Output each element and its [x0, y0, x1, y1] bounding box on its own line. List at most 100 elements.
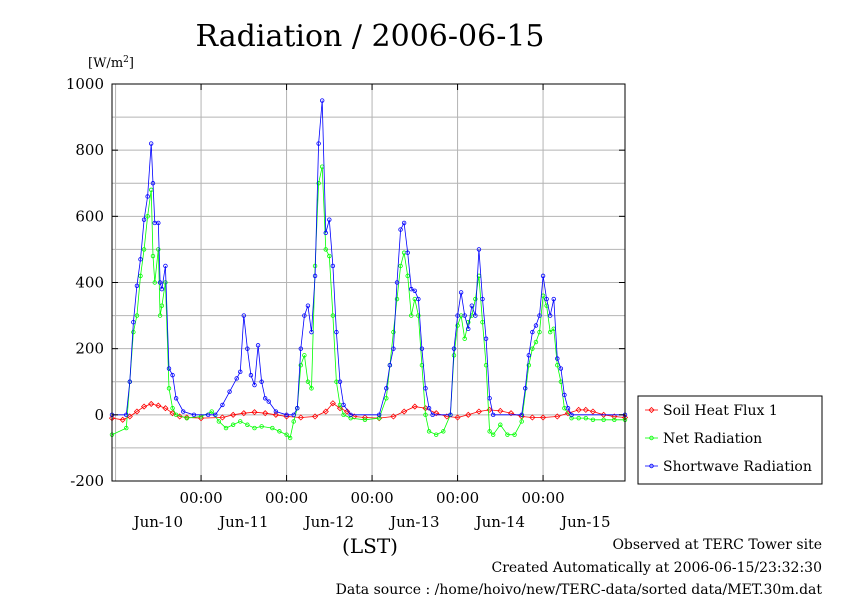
- data-point: [576, 415, 581, 421]
- data-point: [148, 141, 154, 146]
- data-point: [284, 432, 289, 437]
- data-point: [590, 417, 596, 422]
- data-point: [259, 424, 264, 429]
- data-point: [455, 323, 460, 328]
- data-point: [483, 336, 489, 341]
- data-point: [466, 326, 471, 332]
- data-point: [384, 396, 389, 401]
- data-point: [223, 425, 229, 431]
- data-point: [455, 313, 460, 318]
- data-point: [401, 220, 407, 226]
- data-point: [152, 280, 157, 285]
- data-point: [426, 406, 432, 411]
- data-point: [537, 329, 542, 335]
- data-point: [391, 346, 396, 351]
- data-point: [649, 463, 654, 469]
- data-point: [163, 280, 168, 285]
- y-tick-label: 600: [75, 207, 104, 225]
- data-point: [141, 247, 147, 252]
- data-point: [213, 412, 218, 418]
- data-point: [305, 303, 311, 308]
- data-point: [141, 217, 147, 222]
- data-point: [405, 250, 410, 255]
- legend-item: Soil Heat Flux 1: [645, 403, 778, 419]
- data-point: [170, 372, 175, 378]
- data-point: [462, 313, 467, 318]
- data-point: [238, 419, 243, 424]
- data-point: [170, 406, 175, 411]
- y-tick-label: 800: [75, 141, 104, 159]
- data-point: [220, 402, 225, 408]
- data-point: [133, 408, 141, 415]
- data-point: [138, 257, 143, 262]
- footer-created: Created Automatically at 2006-06-15/23:3…: [491, 560, 822, 576]
- data-point: [337, 379, 343, 384]
- data-point: [255, 343, 261, 348]
- data-point: [540, 273, 546, 279]
- data-point: [433, 432, 439, 437]
- legend-item: Net Radiation: [645, 431, 762, 447]
- data-point: [209, 409, 214, 414]
- data-point: [473, 296, 478, 302]
- legend-label: Soil Heat Flux 1: [663, 403, 778, 419]
- data-point: [530, 329, 535, 335]
- series-soil-heat-flux-1: [108, 400, 629, 423]
- data-point: [451, 346, 457, 351]
- data-point: [273, 409, 279, 414]
- data-point: [173, 396, 179, 401]
- data-point: [334, 329, 339, 335]
- data-point: [150, 253, 156, 259]
- data-point: [219, 414, 226, 421]
- data-point: [600, 411, 607, 418]
- data-point: [487, 396, 492, 401]
- data-point: [234, 376, 239, 381]
- data-point: [547, 313, 553, 318]
- data-point: [131, 329, 136, 335]
- data-point: [473, 313, 478, 318]
- data-point: [362, 417, 368, 422]
- data-point: [330, 313, 336, 318]
- data-point: [564, 410, 572, 417]
- data-point: [155, 402, 162, 409]
- data-point: [311, 413, 319, 420]
- data-point: [533, 323, 539, 328]
- data-point: [262, 396, 268, 401]
- data-point: [173, 412, 179, 418]
- data-point: [140, 403, 148, 410]
- data-point: [475, 408, 483, 415]
- data-point: [252, 382, 257, 388]
- data-point: [272, 411, 279, 418]
- data-point: [533, 339, 539, 345]
- data-point: [480, 296, 485, 302]
- data-point: [490, 432, 496, 437]
- x-time-label: 00:00: [179, 489, 222, 507]
- data-point: [329, 400, 336, 407]
- data-point: [555, 356, 560, 361]
- data-point: [316, 141, 321, 146]
- data-point: [238, 369, 243, 375]
- series-net-radiation: [109, 164, 628, 441]
- data-point: [551, 296, 556, 302]
- data-point: [487, 429, 492, 434]
- data-point: [412, 288, 418, 293]
- data-point: [230, 422, 236, 427]
- data-point: [277, 429, 282, 434]
- data-point: [554, 413, 561, 420]
- data-point: [426, 429, 432, 434]
- data-point: [284, 412, 289, 418]
- data-point: [433, 410, 440, 417]
- data-point: [390, 413, 397, 420]
- data-point: [498, 422, 503, 427]
- legend-label: Net Radiation: [663, 431, 762, 447]
- data-point: [336, 405, 344, 412]
- data-point: [409, 286, 414, 292]
- data-point: [323, 247, 328, 252]
- data-point: [612, 417, 617, 422]
- data-point: [245, 346, 250, 351]
- data-point: [163, 263, 168, 269]
- data-point: [409, 313, 414, 318]
- data-point: [119, 416, 126, 423]
- data-point: [298, 346, 304, 351]
- data-point: [507, 410, 515, 417]
- series-line: [112, 100, 625, 416]
